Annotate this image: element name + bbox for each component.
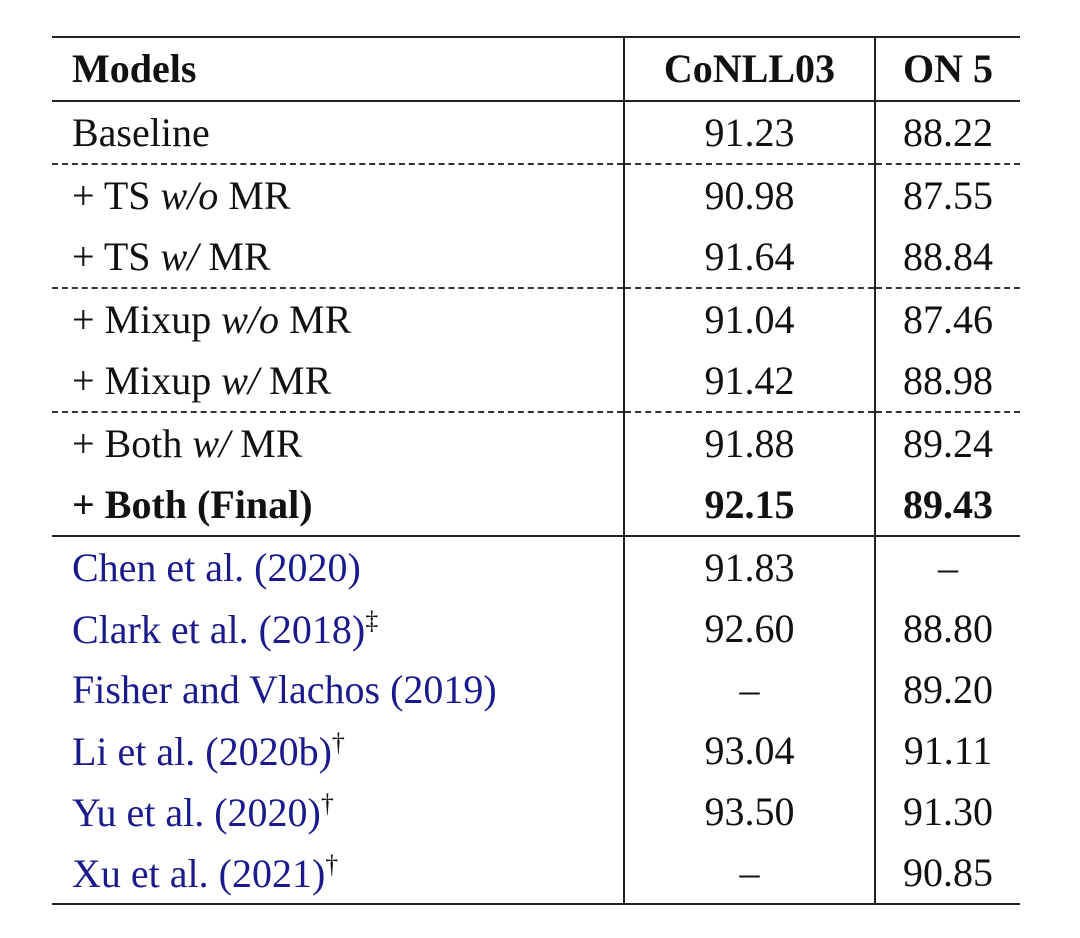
model-cell: + Mixup w/ MR <box>52 350 624 412</box>
model-text: Li et al. (2020b) <box>72 728 332 774</box>
table-row: Baseline 91.23 88.22 <box>52 101 1020 164</box>
table-row: Xu et al. (2021)† –90.85 <box>52 842 1020 904</box>
score-cell: 91.88 <box>623 412 875 474</box>
score-cell: 92.60 <box>623 598 875 659</box>
model-cell: + Mixup w/o MR <box>52 288 624 350</box>
table-row: + Both (Final) 92.15 89.43 <box>52 474 1020 536</box>
model-text: MR <box>198 233 271 279</box>
model-text: † <box>325 849 339 879</box>
score-cell: 91.30 <box>874 781 1020 842</box>
table-row: Chen et al. (2020) 91.83– <box>52 536 1020 598</box>
model-cell: Yu et al. (2020)† <box>52 781 624 842</box>
model-cell: + TS w/o MR <box>52 164 624 226</box>
model-text: w/ <box>221 357 260 403</box>
model-cell: Xu et al. (2021)† <box>52 842 624 904</box>
model-cell: Clark et al. (2018)‡ <box>52 598 624 659</box>
results-table: Models CoNLL03 ON 5 Baseline 91.23 88.22 + … <box>52 36 1020 905</box>
score-cell: 89.24 <box>874 412 1020 474</box>
header-row: Models CoNLL03 ON 5 <box>52 37 1020 101</box>
model-text: † <box>320 788 334 818</box>
model-text: + Both <box>72 420 193 466</box>
score-cell: 93.04 <box>623 720 875 781</box>
header-cell: CoNLL03 <box>623 37 875 101</box>
model-text: MR <box>259 357 332 403</box>
score-cell: 88.80 <box>874 598 1020 659</box>
model-cell: Li et al. (2020b)† <box>52 720 624 781</box>
table-row: + TS w/o MR 90.98 87.55 <box>52 164 1020 226</box>
model-cell: Fisher and Vlachos (2019) <box>52 659 624 720</box>
model-text: Fisher and Vlachos (2019) <box>72 666 497 712</box>
score-cell: 91.83 <box>623 536 875 598</box>
model-text: MR <box>230 420 303 466</box>
score-cell: 91.23 <box>623 101 875 164</box>
table-section: + Both w/ MR 91.88 89.24 + Both (Final) 92.1… <box>52 412 1020 536</box>
model-cell: + TS w/ MR <box>52 226 624 288</box>
score-cell: 91.64 <box>623 226 875 288</box>
score-cell: 89.43 <box>874 474 1020 536</box>
model-text: Chen et al. (2020) <box>72 544 361 590</box>
model-text: ‡ <box>365 605 379 635</box>
score-cell: – <box>623 842 875 904</box>
model-text: Yu et al. (2020) <box>72 789 321 835</box>
model-text: w/o <box>221 296 280 342</box>
score-cell: 89.20 <box>874 659 1020 720</box>
score-cell: 88.22 <box>874 101 1020 164</box>
model-text: w/ <box>160 233 199 279</box>
score-cell: 92.15 <box>623 474 875 536</box>
table-row: Clark et al. (2018)‡ 92.60 88.80 <box>52 598 1020 659</box>
model-text: Baseline <box>72 109 210 155</box>
model-cell: Baseline <box>52 101 624 164</box>
table-row: + Mixup w/o MR 91.04 87.46 <box>52 288 1020 350</box>
score-cell: 87.46 <box>874 288 1020 350</box>
model-text: + Mixup <box>72 357 222 403</box>
table-section: + Mixup w/o MR 91.04 87.46 + Mixup w/ MR 91.… <box>52 288 1020 412</box>
table-row: Fisher and Vlachos (2019) –89.20 <box>52 659 1020 720</box>
model-cell: + Both (Final) <box>52 474 624 536</box>
model-text: + TS <box>72 233 161 279</box>
score-cell: 88.84 <box>874 226 1020 288</box>
model-cell: Chen et al. (2020) <box>52 536 624 598</box>
table-section: + TS w/o MR 90.98 87.55 + TS w/ MR 91.64 88.8… <box>52 164 1020 288</box>
table-row: + TS w/ MR 91.64 88.84 <box>52 226 1020 288</box>
score-cell: 90.85 <box>874 842 1020 904</box>
score-cell: 91.04 <box>623 288 875 350</box>
model-text: + Both (Final) <box>72 481 313 527</box>
header-cell: Models <box>72 46 197 91</box>
score-cell: 93.50 <box>623 781 875 842</box>
model-text: w/ <box>192 420 231 466</box>
score-cell: – <box>623 659 875 720</box>
table-row: + Mixup w/ MR 91.42 88.98 <box>52 350 1020 412</box>
score-cell: 90.98 <box>623 164 875 226</box>
score-cell: 91.42 <box>623 350 875 412</box>
table-row: + Both w/ MR 91.88 89.24 <box>52 412 1020 474</box>
model-text: † <box>331 727 345 757</box>
model-text: + TS <box>72 172 161 218</box>
model-text: Xu et al. (2021) <box>72 850 326 896</box>
score-cell: 88.98 <box>874 350 1020 412</box>
header-cell: ON 5 <box>874 37 1020 101</box>
table-row: Li et al. (2020b)† 93.04 91.11 <box>52 720 1020 781</box>
score-cell: 87.55 <box>874 164 1020 226</box>
model-text: MR <box>218 172 291 218</box>
model-text: + Mixup <box>72 296 222 342</box>
table-section: Baseline 91.23 88.22 <box>52 101 1020 164</box>
score-cell: – <box>874 536 1020 598</box>
model-cell: + Both w/ MR <box>52 412 624 474</box>
table-section: Chen et al. (2020) 91.83– Clark et al. (20… <box>52 536 1020 904</box>
model-text: w/o <box>160 172 219 218</box>
model-text: MR <box>279 296 352 342</box>
score-cell: 91.11 <box>874 720 1020 781</box>
table-header: Models CoNLL03 ON 5 <box>52 37 1020 101</box>
table-row: Yu et al. (2020)† 93.50 91.30 <box>52 781 1020 842</box>
model-text: Clark et al. (2018) <box>72 606 366 652</box>
